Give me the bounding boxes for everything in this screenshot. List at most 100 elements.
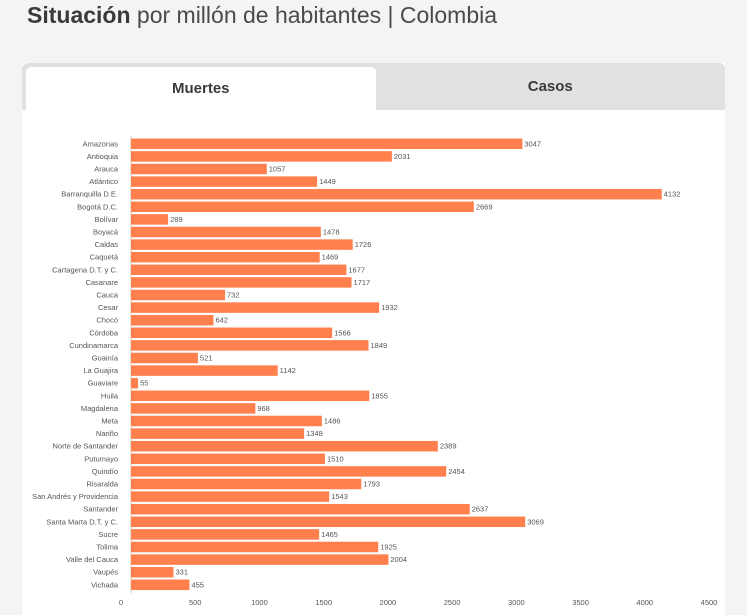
data-label: 331 xyxy=(176,568,189,577)
bar xyxy=(131,151,392,162)
bar xyxy=(131,566,174,578)
data-label: 1726 xyxy=(355,240,372,249)
category-label: Guainía xyxy=(92,354,119,363)
data-label: 55 xyxy=(140,379,148,388)
bar xyxy=(131,403,256,414)
data-label: 1925 xyxy=(380,543,397,552)
data-label: 1855 xyxy=(371,391,388,400)
data-label: 3047 xyxy=(524,139,541,148)
data-label: 455 xyxy=(191,580,204,589)
bar xyxy=(131,466,447,477)
data-label: 1510 xyxy=(327,454,344,463)
bar xyxy=(131,314,214,326)
category-label: Caldas xyxy=(95,240,119,249)
category-label: Santander xyxy=(83,505,118,514)
category-label: Putumayo xyxy=(84,454,118,463)
category-label: Norte de Santander xyxy=(53,442,119,451)
data-label: 3069 xyxy=(527,517,544,526)
bar xyxy=(131,214,169,225)
bar xyxy=(131,289,226,301)
data-label: 2454 xyxy=(448,467,465,476)
x-tick-label: 500 xyxy=(189,598,202,607)
tab-casos[interactable]: Casos xyxy=(375,63,725,110)
bar xyxy=(131,352,198,364)
x-tick-label: 1500 xyxy=(315,598,332,607)
category-label: Atlántico xyxy=(89,177,118,186)
category-label: Sucre xyxy=(98,530,118,539)
bar xyxy=(131,327,333,339)
category-label: Barranquilla D.E. xyxy=(61,190,118,199)
x-tick-label: 4500 xyxy=(701,598,718,607)
category-label: Nariño xyxy=(96,429,118,438)
bar xyxy=(131,453,325,465)
data-label: 732 xyxy=(227,291,240,300)
bar xyxy=(131,541,379,553)
bar xyxy=(131,579,190,591)
category-label: Quindío xyxy=(92,467,118,476)
bar xyxy=(131,277,352,288)
data-label: 2669 xyxy=(476,202,493,211)
bar xyxy=(131,176,318,187)
category-label: Caquetá xyxy=(90,253,119,262)
bar xyxy=(131,188,662,200)
data-label: 289 xyxy=(170,215,183,224)
data-label: 1717 xyxy=(354,278,371,287)
bar xyxy=(131,365,278,376)
category-label: Meta xyxy=(101,417,119,426)
data-label: 1142 xyxy=(280,366,296,375)
category-label: La Guajira xyxy=(83,366,118,375)
category-label: Santa Marta D.T. y C. xyxy=(46,517,118,526)
x-tick-label: 1000 xyxy=(251,598,268,607)
category-label: Antioquia xyxy=(87,152,119,161)
data-label: 1849 xyxy=(370,341,387,350)
tab-bar: Muertes Casos xyxy=(22,63,725,110)
x-tick-label: 2500 xyxy=(444,598,461,607)
data-label: 1677 xyxy=(348,265,365,274)
bar xyxy=(131,554,389,565)
category-label: Cauca xyxy=(96,291,119,300)
category-label: Vaupés xyxy=(93,568,118,577)
category-label: San Andrés y Providencia xyxy=(32,492,119,501)
x-tick-label: 4000 xyxy=(636,598,653,607)
category-label: Bogotá D.C. xyxy=(77,202,118,211)
data-label: 2637 xyxy=(472,505,489,514)
bar xyxy=(131,491,330,502)
category-label: Boyacá xyxy=(93,228,119,237)
data-label: 2389 xyxy=(440,442,457,451)
data-label: 642 xyxy=(215,316,228,325)
data-label: 2031 xyxy=(394,152,411,161)
category-label: Huila xyxy=(101,391,119,400)
x-tick-label: 0 xyxy=(119,598,123,607)
category-label: Casanare xyxy=(85,278,118,287)
data-label: 1449 xyxy=(319,177,336,186)
bar xyxy=(131,239,353,250)
x-tick-label: 3500 xyxy=(572,598,589,607)
page-title-bold: Situación xyxy=(27,2,131,28)
bar xyxy=(131,415,322,427)
bar xyxy=(131,201,474,213)
bar xyxy=(131,478,362,490)
bar xyxy=(131,251,320,263)
bar xyxy=(131,264,347,276)
category-label: Córdoba xyxy=(89,328,119,337)
category-label: Cundinamarca xyxy=(69,341,119,350)
category-label: Bolívar xyxy=(95,215,119,224)
bar xyxy=(131,163,267,175)
bar xyxy=(131,390,370,402)
x-tick-label: 3000 xyxy=(508,598,525,607)
bar xyxy=(131,340,369,351)
data-label: 1543 xyxy=(331,492,348,501)
category-label: Guaviare xyxy=(88,379,118,388)
category-label: Vichada xyxy=(91,580,119,589)
data-label: 1932 xyxy=(381,303,398,312)
data-label: 1469 xyxy=(322,253,339,262)
category-label: Cesar xyxy=(98,303,119,312)
tab-muertes[interactable]: Muertes xyxy=(26,67,376,110)
category-label: Magdalena xyxy=(81,404,119,413)
data-label: 4132 xyxy=(664,190,681,199)
bar xyxy=(131,516,526,528)
page-title-rest: por millón de habitantes | Colombia xyxy=(130,2,498,28)
data-label: 1465 xyxy=(321,530,338,539)
bar xyxy=(131,503,470,515)
